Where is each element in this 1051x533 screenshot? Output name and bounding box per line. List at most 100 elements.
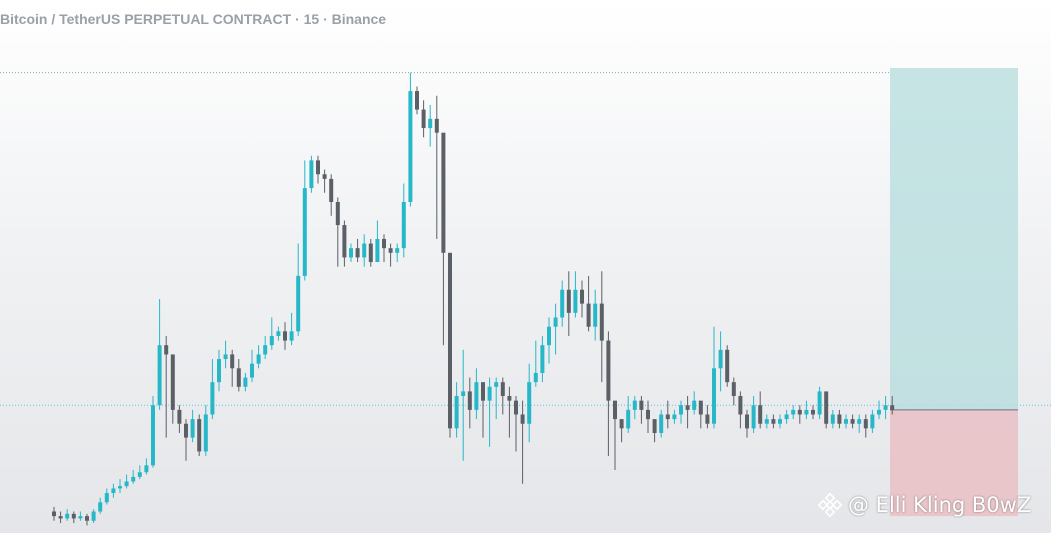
candle [468,378,472,429]
candle-body [600,304,604,341]
candle-body [422,110,426,128]
candle-body [527,382,531,424]
candle [204,405,208,456]
candle-body [738,396,742,414]
candle [395,244,399,262]
candle-body [323,174,327,179]
candle [362,234,366,266]
candle-body [758,405,762,423]
candle [679,401,683,424]
candle [884,396,888,419]
candle [323,170,327,193]
candle [699,401,703,429]
candle [408,73,412,207]
candle-body [705,415,709,424]
candle [580,281,584,318]
candle-body [98,502,102,511]
candle [65,509,69,521]
candle-body [719,350,723,368]
candle [184,419,188,461]
candle [309,156,313,193]
candle-body [481,382,485,400]
candle-body [785,415,789,420]
candle-body [197,419,201,451]
candle [98,498,102,514]
candle [422,100,426,137]
candle [138,465,142,479]
candle-body [224,354,228,359]
candle [573,271,577,317]
candle [474,368,478,419]
candle [646,401,650,433]
candle-body [580,290,584,304]
candle [316,156,320,184]
candle-body [257,354,261,363]
candle [375,220,379,262]
candle-body [890,405,894,410]
candle-body [804,410,808,415]
candle-body [626,410,630,428]
candle-body [85,516,89,521]
candle-body [362,244,366,258]
candle-body [613,401,617,419]
candle-body [620,419,624,428]
candle [705,405,709,428]
candle [78,512,82,521]
candle [210,359,214,419]
candle [158,299,162,410]
chart-title: Bitcoin / TetherUS PERPETUAL CONTRACT · … [0,11,386,27]
candle [831,410,835,428]
candle-body [151,405,155,465]
candle [844,415,848,429]
candle [778,415,782,429]
candle [758,391,762,428]
candle [620,419,624,442]
candle-body [666,415,670,420]
candle [857,415,861,433]
candle [402,184,406,258]
candle [765,415,769,429]
candle-body [672,415,676,420]
watermark-text: @ Elli Kling B0wZ [848,493,1031,517]
candle-body [639,401,643,410]
candle [250,350,254,382]
candle [92,509,96,523]
candle-body [686,405,690,410]
candle-body [468,391,472,409]
candle-body [65,514,69,519]
candle [494,378,498,420]
candle-body [428,119,432,128]
candle [118,479,122,493]
candle [877,401,881,419]
candle [296,244,300,336]
candle [243,373,247,391]
candle [798,405,802,423]
candle [461,350,465,461]
candle-body [158,345,162,405]
candle [276,327,280,341]
candle-body [276,331,280,336]
candle-body [692,401,696,410]
candle-body [824,391,828,423]
candle-body [752,405,756,428]
candle [712,327,716,429]
candle [441,133,445,346]
candle [719,331,723,391]
candle [626,396,630,433]
candle-body [336,202,340,225]
candle-body [547,327,551,345]
candle-body [309,160,313,188]
candle-body [356,248,360,257]
candle-body [494,382,498,387]
candle [672,410,676,424]
candle [567,271,571,336]
candle [369,239,373,267]
candle [501,378,505,415]
candle-body [646,410,650,419]
candle-body [507,396,511,401]
candle [725,345,729,387]
candle-body [488,387,492,401]
candle-body [606,341,610,401]
candle-body [771,419,775,424]
